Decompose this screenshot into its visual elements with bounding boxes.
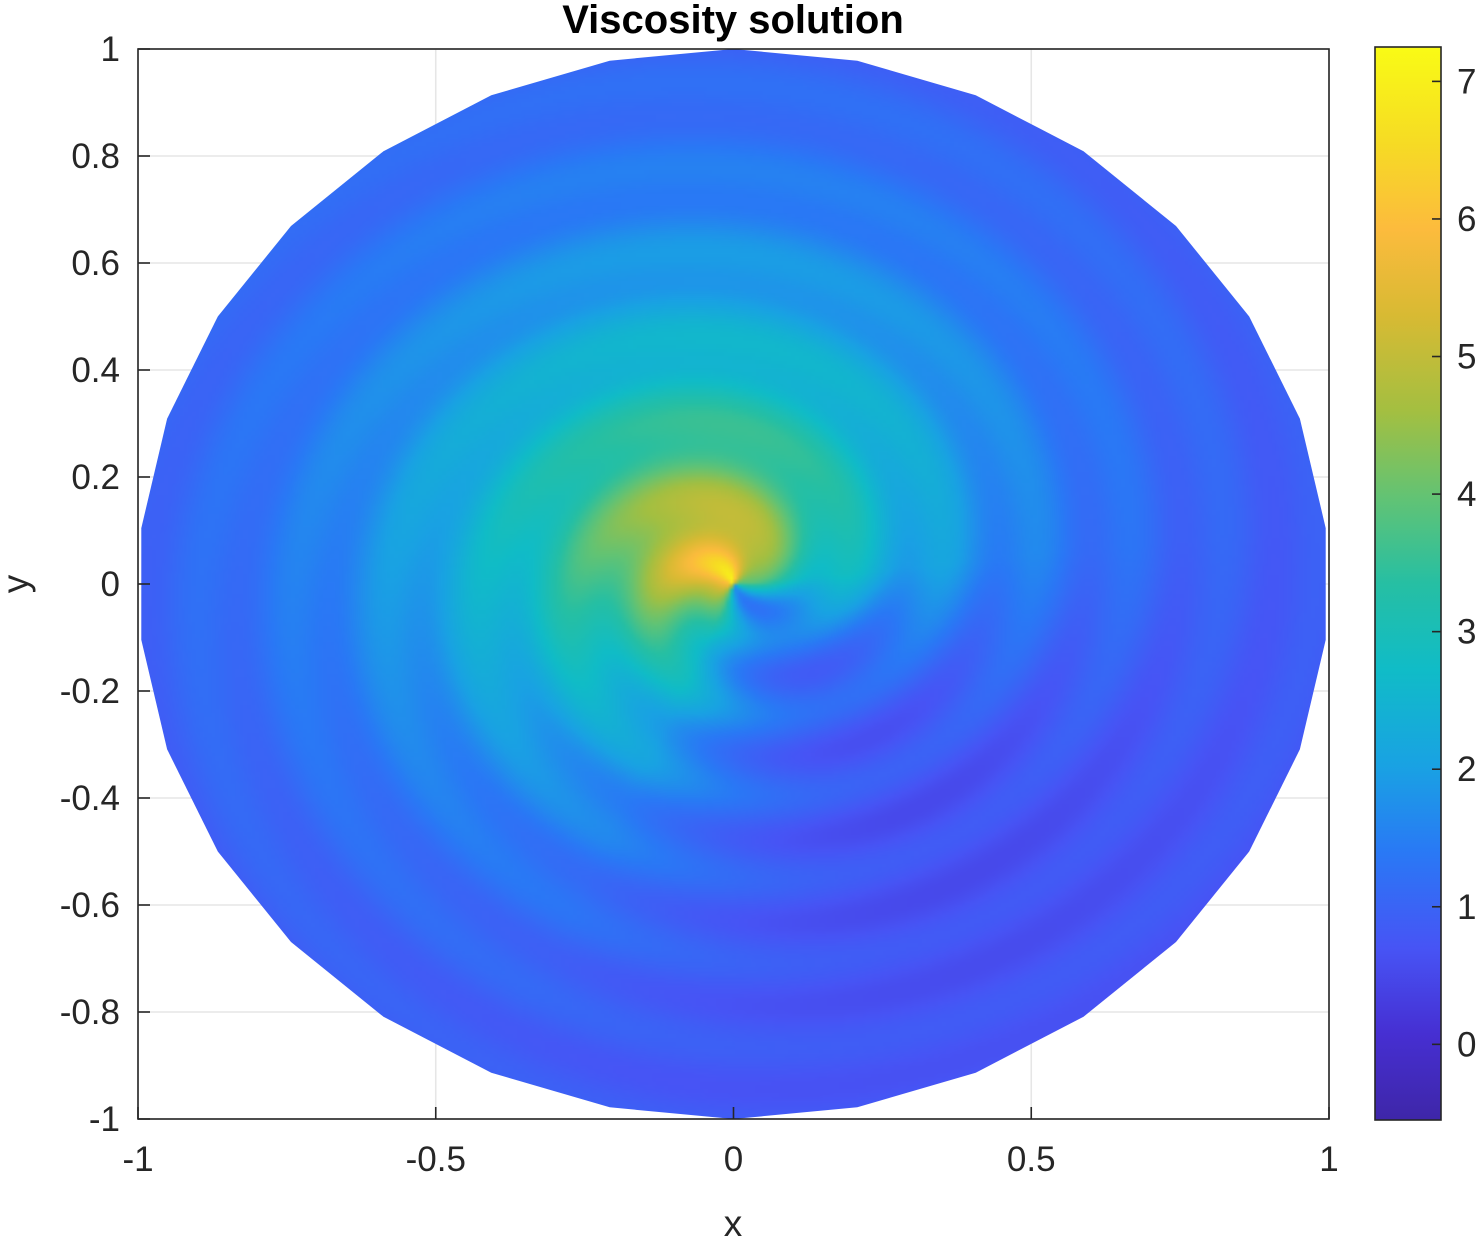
y-tick-label: 0 <box>101 565 120 604</box>
colorbar-tick-label: 7 <box>1457 62 1476 101</box>
plot-area: -1 -0.5 0 0.5 1 -1 -0.8 -0.6 -0.4 -0.2 0 0.2 0.4 0.6… <box>60 30 1339 1179</box>
y-tick-label: 0.2 <box>71 458 120 497</box>
x-tick-label: 0.5 <box>1007 1140 1056 1179</box>
y-tick-label: -0.6 <box>60 886 120 925</box>
y-tick-label: -0.8 <box>60 993 120 1032</box>
x-axis-ticks: -1 -0.5 0 0.5 1 <box>122 1107 1339 1179</box>
x-tick-label: 1 <box>1319 1140 1338 1179</box>
colorbar-tick-label: 1 <box>1457 888 1476 927</box>
chart-title: Viscosity solution <box>562 0 904 42</box>
colorbar-tick-label: 6 <box>1457 200 1476 239</box>
x-tick-label: -0.5 <box>406 1140 466 1179</box>
y-tick-label: 0.4 <box>71 351 120 390</box>
colorbar: 0 1 2 3 4 5 6 7 <box>1374 46 1476 1121</box>
y-tick-label: 0.6 <box>71 244 120 283</box>
colorbar-gradient <box>1374 46 1442 1121</box>
colorbar-tick-label: 4 <box>1457 475 1476 514</box>
y-tick-label: 0.8 <box>71 137 120 176</box>
y-tick-label: -0.4 <box>60 779 120 818</box>
colorbar-tick-label: 3 <box>1457 613 1476 652</box>
y-tick-label: -1 <box>89 1100 120 1139</box>
heatmap-surface <box>141 49 1326 1119</box>
colorbar-tick-label: 0 <box>1457 1025 1476 1064</box>
y-tick-label: 1 <box>101 30 120 69</box>
x-tick-label: -1 <box>122 1140 153 1179</box>
x-tick-label: 0 <box>724 1140 743 1179</box>
y-tick-label: -0.2 <box>60 672 120 711</box>
y-axis-ticks: -1 -0.8 -0.6 -0.4 -0.2 0 0.2 0.4 0.6 0.8 1 <box>60 30 150 1139</box>
x-axis-title: x <box>724 1203 743 1242</box>
colorbar-tick-label: 2 <box>1457 750 1476 789</box>
colorbar-ticks: 0 1 2 3 4 5 6 7 <box>1432 62 1476 1064</box>
y-axis-title: y <box>0 574 36 593</box>
colorbar-tick-label: 5 <box>1457 338 1476 377</box>
